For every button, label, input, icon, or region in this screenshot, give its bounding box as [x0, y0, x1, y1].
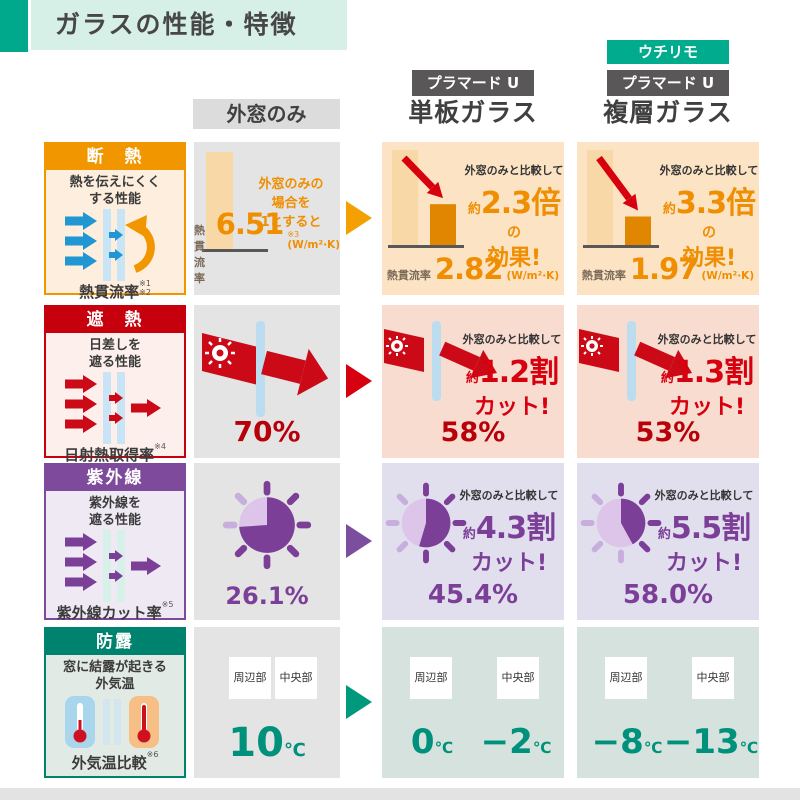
uv-double-text: 外窓のみと比較して 約5.5割 カット! [654, 489, 754, 576]
badge-plamard-u-single: プラマード U [412, 70, 534, 96]
uv-double-value: 58.0% [622, 580, 714, 610]
baseline-axis [202, 249, 268, 252]
title-accent-square [0, 0, 28, 52]
column-header-double-glass: 複層ガラス [603, 98, 733, 127]
baseline-note: 外窓のみの 場合を 1とすると [258, 177, 324, 230]
badge-plamard-u-double: プラマード U [607, 70, 729, 96]
shading-single-text: 外窓のみと比較して 約1.2割 カット! [462, 333, 562, 420]
condensation-baseline-panel: 周辺部 中央部 10℃ [194, 627, 340, 778]
insulation-single-panel: 外窓のみと比較して 約2.3倍の 効果! 熱貫流率 2.82 (W/m²·K) [382, 142, 564, 295]
uv-single-text: 外窓のみと比較して 約4.3割 カット! [459, 489, 559, 576]
sun-heat-arrow-icon [200, 319, 332, 423]
row-desc-insulation: 熱を伝えにくく する性能 [69, 175, 161, 207]
shading-baseline-panel: 70% [194, 305, 340, 458]
badge-uchirimo: ウチリモ [607, 40, 729, 64]
edge-part-label: 周辺部 [229, 657, 271, 699]
baseline-bar [206, 152, 233, 249]
row-metric-condensation: 外気温比較 ※6 [71, 749, 159, 772]
arrow-insulation [346, 201, 372, 235]
row-label-insulation: 断 熱 熱を伝えにくく する性能 [44, 142, 186, 301]
double-edge-temp: −8℃ [591, 722, 663, 762]
uv-single-value: 45.4% [427, 580, 519, 610]
row-desc-shading: 日差しを 遮る性能 [88, 338, 141, 370]
shgc-double-value: 53% [635, 417, 701, 448]
shgc-baseline-value: 70% [233, 415, 301, 448]
condensation-double-panel: 周辺部 中央部 −8℃ −13℃ [577, 627, 759, 778]
shading-arrows-icon [46, 371, 184, 444]
row-title-uv: 紫外線 [46, 465, 184, 491]
condensation-baseline-temp: 10℃ [228, 720, 306, 766]
arrow-uv [346, 524, 372, 558]
row-metric-uv: 紫外線カット率 ※5 [56, 599, 174, 622]
uv-sun-pie-icon [384, 481, 468, 569]
row-desc-uv: 紫外線を 遮る性能 [88, 496, 141, 528]
double-center-temp: −13℃ [663, 722, 759, 762]
insulation-single-text: 外窓のみと比較して 約2.3倍の 効果! [464, 164, 564, 271]
uv-baseline-value: 26.1% [225, 582, 309, 610]
row-label-shading: 遮 熱 日差しを 遮る性能 日射熱取得率 [44, 305, 186, 464]
center-part-label: 中央部 [692, 657, 734, 699]
center-part-label: 中央部 [275, 657, 317, 699]
uv-single-panel: 外窓のみと比較して 約4.3割 カット! 45.4% [382, 463, 564, 620]
row-label-condensation: 防露 窓に結露が起きる 外気温 外気温比較 ※6 [44, 627, 186, 778]
bar-chart-insulation-single [386, 144, 470, 256]
column-header-baseline: 外窓のみ [193, 99, 340, 129]
edge-part-label: 周辺部 [410, 657, 452, 699]
row-desc-condensation: 窓に結露が起きる 外気温 [63, 660, 167, 692]
shading-single-panel: 外窓のみと比較して 約1.2割 カット! 58% [382, 305, 564, 458]
single-center-temp: −2℃ [480, 722, 552, 762]
shading-double-text: 外窓のみと比較して 約1.3割 カット! [657, 333, 757, 420]
page-title: ガラスの性能・特徴 [31, 0, 347, 50]
row-metric-insulation: 熱貫流率 ※1 ※2 [79, 278, 151, 301]
shading-double-panel: 外窓のみと比較して 約1.3割 カット! 53% [577, 305, 759, 458]
u-value-double: 熱貫流率 1.97 (W/m²·K) [581, 252, 755, 286]
row-title-insulation: 断 熱 [46, 144, 184, 170]
sun-heat-cut-icon [382, 321, 532, 411]
uv-sun-pie-icon [579, 481, 663, 569]
uv-double-panel: 外窓のみと比較して 約5.5割 カット! 58.0% [577, 463, 759, 620]
condensation-single-panel: 周辺部 中央部 0℃ −2℃ [382, 627, 564, 778]
sun-heat-cut-icon [577, 321, 727, 411]
edge-part-label: 周辺部 [605, 657, 647, 699]
insulation-double-text: 外窓のみと比較して 約3.3倍の 効果! [659, 164, 759, 271]
u-value-single: 熱貫流率 2.82 (W/m²·K) [386, 252, 560, 286]
shgc-single-value: 58% [440, 417, 506, 448]
uv-baseline-panel: 26.1% [194, 463, 340, 620]
thermometers-icon [46, 694, 184, 752]
insulation-baseline-panel: 外窓のみの 場合を 1とすると 熱貫流率 6.51 ※3 (W/m²·K) [194, 142, 340, 295]
row-title-shading: 遮 熱 [46, 307, 184, 333]
single-edge-temp: 0℃ [410, 722, 454, 762]
bar-chart-insulation-double [581, 144, 665, 256]
row-label-uv: 紫外線 紫外線を 遮る性能 紫外線カット率 [44, 463, 186, 622]
insulation-arrows-icon [46, 208, 184, 281]
arrow-condensation [346, 685, 372, 719]
bottom-divider [0, 788, 800, 800]
row-metric-shading: 日射熱取得率 ※4 [64, 441, 166, 464]
arrow-shading [346, 364, 372, 398]
metric-notes: ※1 ※2 [139, 278, 151, 297]
row-title-condensation: 防露 [46, 629, 184, 655]
insulation-double-panel: 外窓のみと比較して 約3.3倍の 効果! 熱貫流率 1.97 (W/m²·K) [577, 142, 759, 295]
center-part-label: 中央部 [497, 657, 539, 699]
uv-arrows-icon [46, 529, 184, 602]
u-value-baseline: 熱貫流率 6.51 ※3 (W/m²·K) [194, 207, 340, 285]
uv-sun-pie-icon [219, 477, 315, 577]
column-header-single-glass: 単板ガラス [408, 98, 538, 127]
